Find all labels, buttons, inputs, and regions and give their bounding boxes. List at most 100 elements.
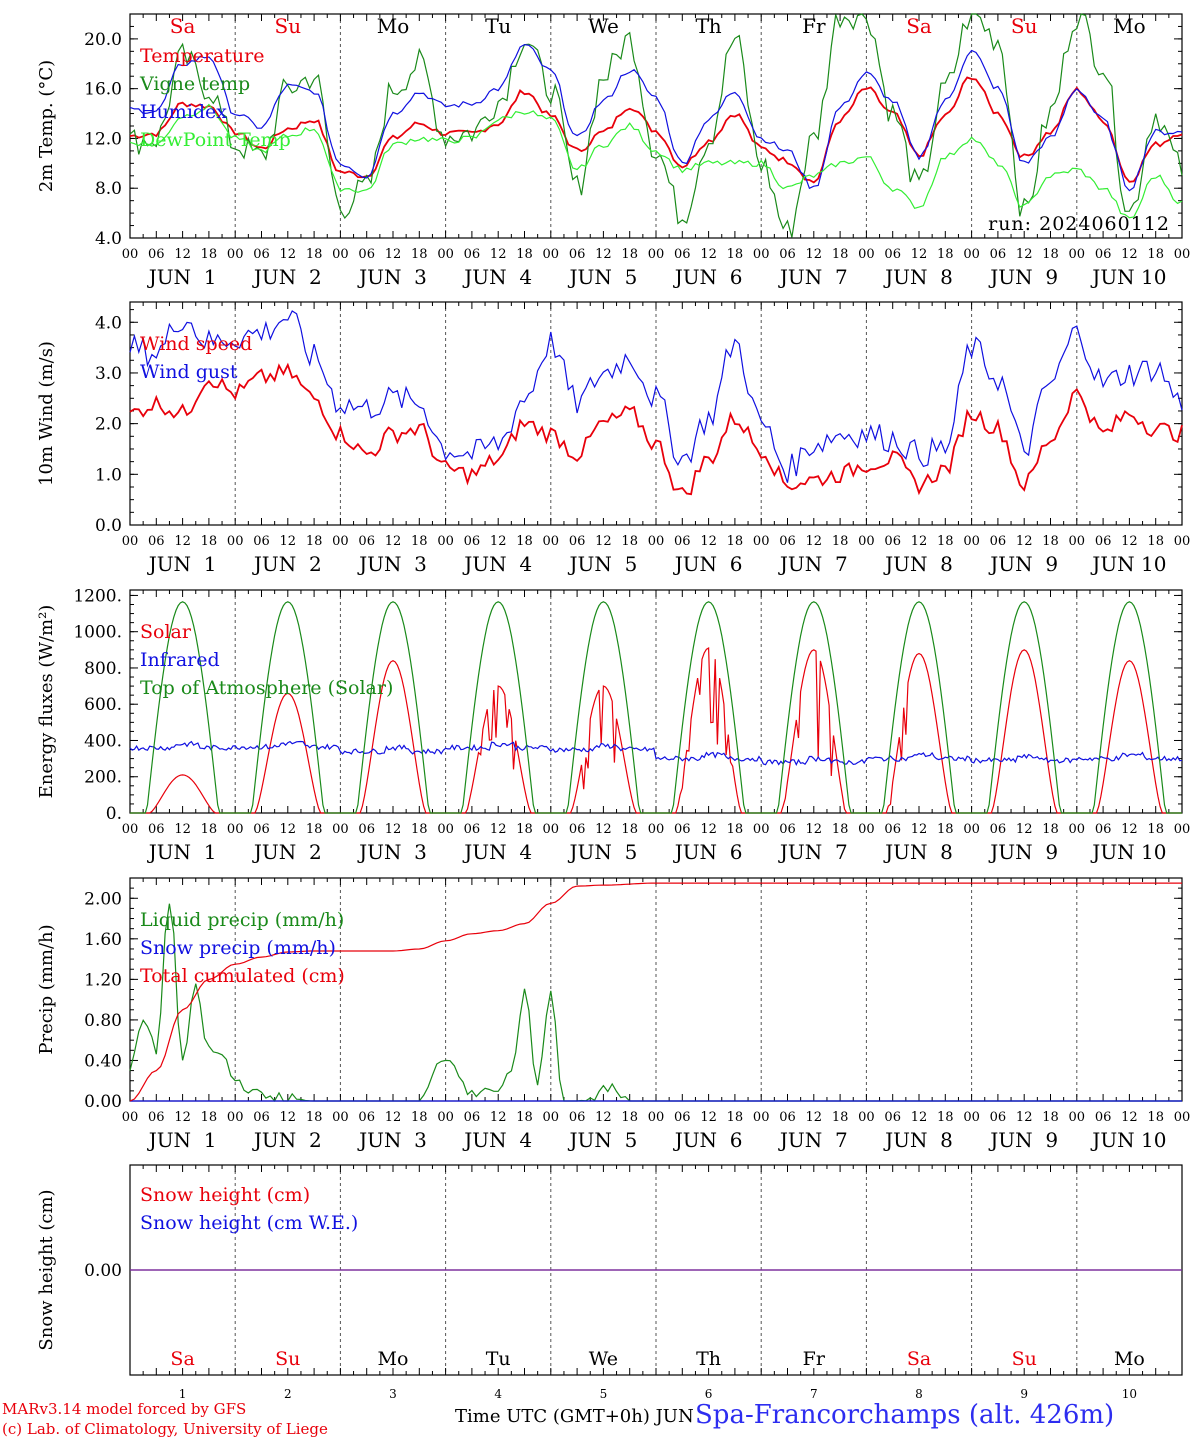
hour-label: 00 xyxy=(227,1110,244,1125)
hour-label: 18 xyxy=(937,247,954,262)
date-label: JUN 1 xyxy=(147,265,217,289)
date-label: JUN 9 xyxy=(988,1128,1058,1152)
y-tick-label: 0.00 xyxy=(84,1092,122,1112)
hour-label: 12 xyxy=(1121,1110,1138,1125)
hour-label: 06 xyxy=(358,534,375,549)
hour-label: 00 xyxy=(963,534,980,549)
series-line xyxy=(129,882,1182,1102)
hour-label: 00 xyxy=(543,822,560,837)
date-label: JUN 8 xyxy=(883,1128,953,1152)
hour-label: 06 xyxy=(253,822,270,837)
run-annotation: run: 2024060112 xyxy=(988,213,1170,235)
hour-label: 12 xyxy=(700,534,717,549)
hour-label: 06 xyxy=(1095,534,1112,549)
y-tick-label: 12.0 xyxy=(84,129,122,149)
hour-label: 18 xyxy=(832,534,849,549)
date-label: JUN 2 xyxy=(252,840,322,864)
y-axis-label: Snow height (cm) xyxy=(36,1189,57,1350)
hour-label: 12 xyxy=(806,247,823,262)
hour-label: 06 xyxy=(990,247,1007,262)
hour-label: 00 xyxy=(332,1110,349,1125)
hour-label: 06 xyxy=(674,534,691,549)
y-tick-label: 1000. xyxy=(73,623,122,643)
hour-label: 12 xyxy=(490,1110,507,1125)
hour-label: 06 xyxy=(674,822,691,837)
day-number: 9 xyxy=(1020,1387,1028,1401)
hour-label: 12 xyxy=(1121,247,1138,262)
y-tick-label: 800. xyxy=(84,659,122,679)
hour-label: 06 xyxy=(990,822,1007,837)
date-label: JUN 6 xyxy=(673,265,743,289)
hour-label: 18 xyxy=(727,822,744,837)
hour-label: 18 xyxy=(306,822,323,837)
date-label: JUN 7 xyxy=(778,840,848,864)
hour-label: 18 xyxy=(727,1110,744,1125)
legend-entry: Snow height (cm W.E.) xyxy=(140,1212,358,1234)
y-axis-label: Energy fluxes (W/m²) xyxy=(36,605,57,799)
hour-label: 18 xyxy=(621,1110,638,1125)
series-line xyxy=(129,43,1183,192)
hour-label: 06 xyxy=(148,1110,165,1125)
hour-label: 12 xyxy=(385,534,402,549)
hour-label: 00 xyxy=(1069,534,1086,549)
day-name-bottom: Sa xyxy=(907,1348,931,1370)
date-label: JUN 4 xyxy=(462,552,532,576)
hour-label: 06 xyxy=(148,247,165,262)
hour-label: 06 xyxy=(884,247,901,262)
hour-label: 18 xyxy=(937,1110,954,1125)
hour-label: 12 xyxy=(595,1110,612,1125)
hour-label: 18 xyxy=(937,822,954,837)
date-label: JUN 3 xyxy=(357,840,427,864)
date-label: JUN 4 xyxy=(462,265,532,289)
day-name-bottom: Su xyxy=(1012,1348,1037,1370)
legend-entry: Total cumulated (cm) xyxy=(140,965,345,987)
date-label: JUN 10 xyxy=(1090,552,1166,576)
hour-label: 00 xyxy=(963,247,980,262)
hour-label: 00 xyxy=(1069,247,1086,262)
hour-label: 18 xyxy=(832,822,849,837)
hour-label: 00 xyxy=(858,1110,875,1125)
date-label: JUN 4 xyxy=(462,1128,532,1152)
day-name-top: Fr xyxy=(802,14,826,38)
hour-label: 18 xyxy=(1042,822,1059,837)
day-name-bottom: Th xyxy=(696,1348,721,1370)
hour-label: 18 xyxy=(411,1110,428,1125)
hour-label: 06 xyxy=(884,822,901,837)
y-tick-label: 20.0 xyxy=(84,30,122,50)
hour-label: 06 xyxy=(779,247,796,262)
day-number: 4 xyxy=(494,1387,502,1401)
hour-label: 18 xyxy=(1147,534,1164,549)
hour-label: 12 xyxy=(385,247,402,262)
hour-label: 18 xyxy=(1147,1110,1164,1125)
date-label: JUN 3 xyxy=(357,552,427,576)
y-tick-label: 1.0 xyxy=(95,465,122,485)
hour-label: 12 xyxy=(490,534,507,549)
date-label: JUN 8 xyxy=(883,552,953,576)
day-number: 1 xyxy=(179,1387,187,1401)
hour-label: 00 xyxy=(648,534,665,549)
date-label: JUN 5 xyxy=(567,1128,637,1152)
date-label: JUN 9 xyxy=(988,265,1058,289)
date-label: JUN 4 xyxy=(462,840,532,864)
date-label: JUN 5 xyxy=(567,265,637,289)
legend-entry: Temperature xyxy=(140,45,264,67)
y-tick-label: 1.20 xyxy=(84,970,122,990)
hour-label: 00 xyxy=(858,247,875,262)
hour-label: 06 xyxy=(779,1110,796,1125)
hour-label: 12 xyxy=(280,534,297,549)
date-label: JUN 1 xyxy=(147,1128,217,1152)
day-number: 3 xyxy=(389,1387,397,1401)
y-tick-label: 1.60 xyxy=(84,930,122,950)
hour-label: 06 xyxy=(569,822,586,837)
hour-label: 18 xyxy=(516,534,533,549)
y-axis-label: 2m Temp. (°C) xyxy=(36,60,57,192)
hour-label: 12 xyxy=(595,534,612,549)
hour-label: 12 xyxy=(174,822,191,837)
day-number: 6 xyxy=(705,1387,713,1401)
hour-label: 12 xyxy=(700,822,717,837)
hour-label: 06 xyxy=(358,1110,375,1125)
hour-label: 00 xyxy=(122,822,139,837)
legend-entry: Snow height (cm) xyxy=(140,1184,310,1206)
hour-label: 00 xyxy=(437,247,454,262)
y-tick-label: 8.0 xyxy=(95,179,122,199)
